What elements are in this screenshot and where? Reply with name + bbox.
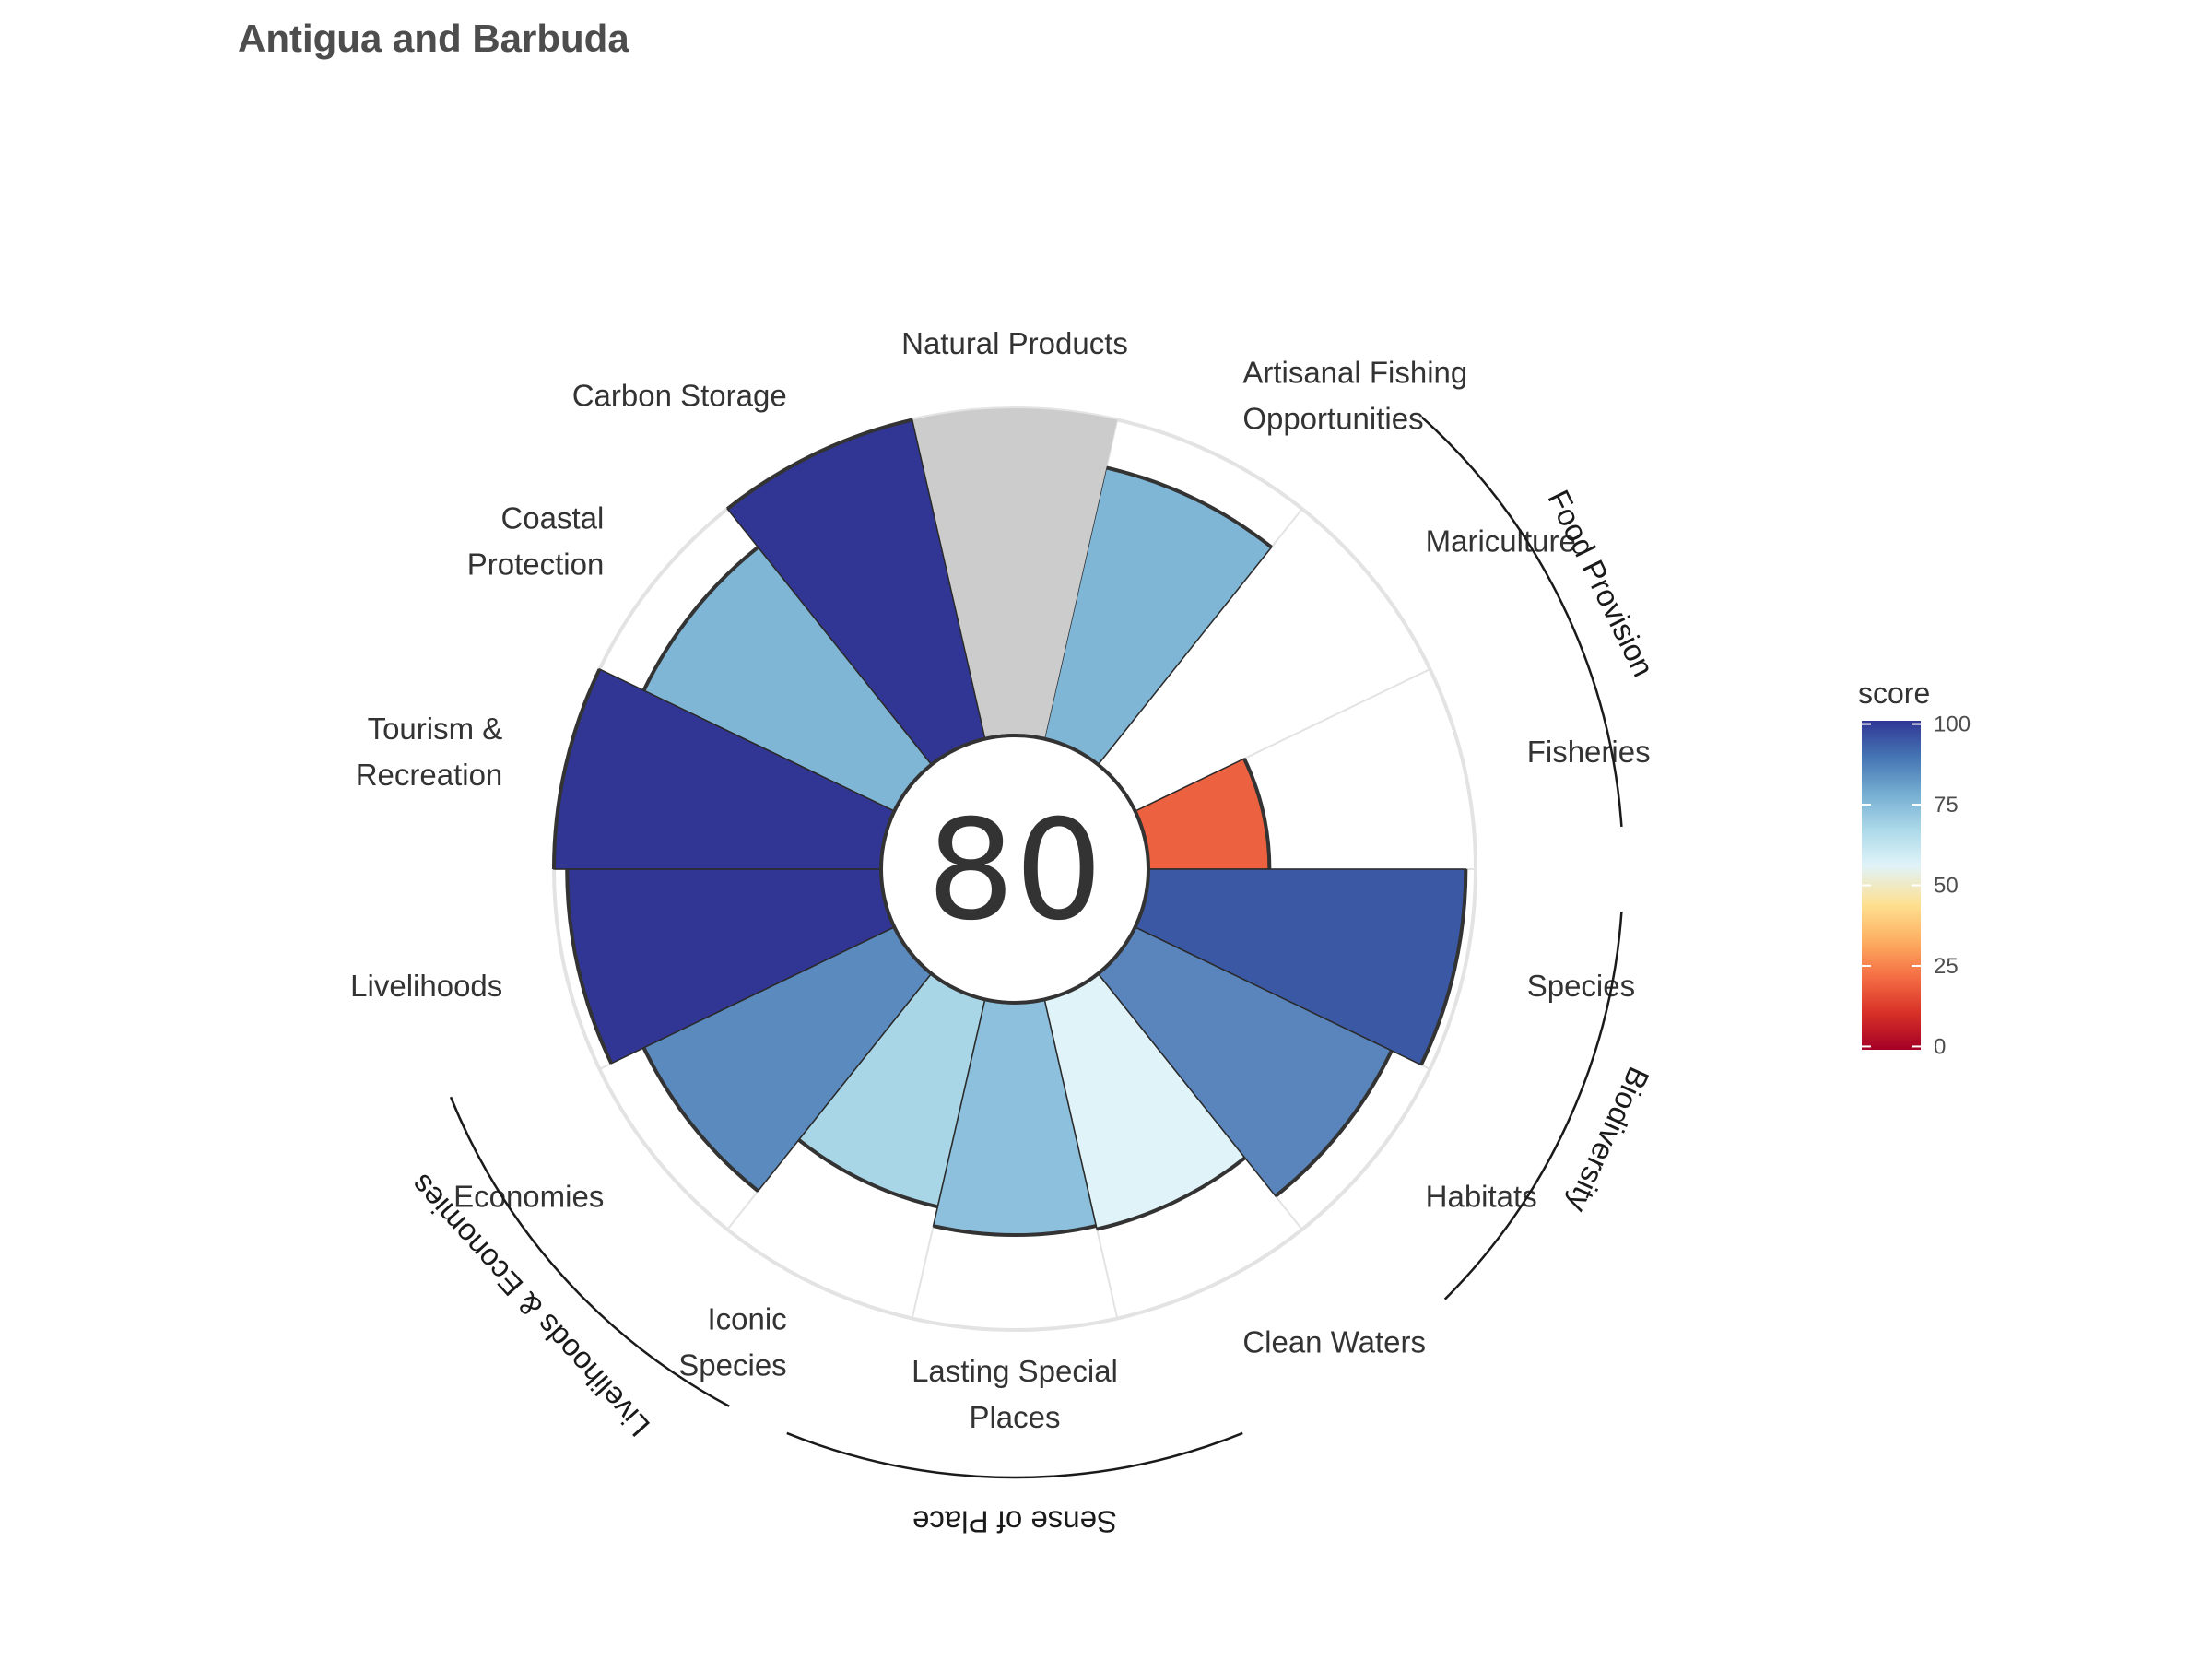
- petal-label: Natural Products: [901, 326, 1128, 360]
- petal-outline: [641, 546, 759, 692]
- legend-tick-label: 50: [1934, 874, 1959, 899]
- petal-label: Tourism & Recreation: [356, 712, 503, 792]
- legend-tick-label: 100: [1934, 712, 1971, 737]
- group-arc: [1443, 911, 1623, 1300]
- petal-outline: [726, 418, 913, 511]
- petal-label: Mariculture: [1426, 524, 1576, 559]
- group-label: Sense of Place: [912, 1504, 1117, 1538]
- legend-tick-label: 25: [1934, 954, 1959, 979]
- petal-outline: [565, 868, 614, 1065]
- petal-label: Artisanal Fishing Opportunities: [1242, 355, 1467, 435]
- petal-outline: [1105, 465, 1273, 549]
- group-label: Food Provision: [1541, 485, 1661, 682]
- petal-outline: [797, 1138, 938, 1209]
- petal-label: Lasting Special Places: [912, 1354, 1118, 1434]
- petal-label: Species: [1527, 969, 1635, 1003]
- petal-label: Fisheries: [1527, 735, 1651, 769]
- legend-title: score: [1858, 677, 1930, 710]
- petal-outline: [1274, 1050, 1394, 1198]
- center-circle: [879, 734, 1150, 1005]
- petal-label: Coastal Protection: [467, 501, 605, 582]
- group-arc: [1420, 416, 1623, 828]
- score-legend: score 0 25 50 75 100: [1858, 677, 1971, 1059]
- petal-outline: [1419, 868, 1468, 1066]
- petal-label: Economies: [453, 1179, 604, 1213]
- petal-label: Clean Waters: [1242, 1325, 1426, 1359]
- petal-outline: [641, 1046, 759, 1193]
- petal-outline: [933, 1224, 1097, 1237]
- petal-fisheries: [1134, 758, 1271, 870]
- overall-score: 80: [927, 791, 1103, 951]
- petal-outline: [552, 668, 602, 870]
- petal-outline: [1242, 758, 1272, 870]
- group-arc: [786, 1431, 1243, 1479]
- petal-label: Carbon Storage: [572, 378, 787, 412]
- legend-tick-label: 0: [1934, 1034, 1946, 1059]
- petal-label: Livelihoods: [350, 969, 502, 1003]
- petal-outline: [1096, 1156, 1247, 1231]
- petal-label: Habitats: [1426, 1179, 1537, 1213]
- petal-natural-products: [912, 408, 1118, 739]
- legend-tick-label: 75: [1934, 793, 1959, 818]
- petal-labels: Fisheries Mariculture Artisanal Fishing Opp…: [350, 326, 1650, 1434]
- group-arc: [449, 1096, 730, 1407]
- legend-ticks: 0 25 50 75 100: [1862, 712, 1971, 1059]
- legend-colorbar: [1862, 721, 1921, 1050]
- petal-label: Iconic Species: [678, 1302, 786, 1382]
- group-label: Biodiversity: [1560, 1062, 1656, 1218]
- chart-title: Antigua and Barbuda: [238, 17, 629, 60]
- petals: [552, 408, 1468, 1237]
